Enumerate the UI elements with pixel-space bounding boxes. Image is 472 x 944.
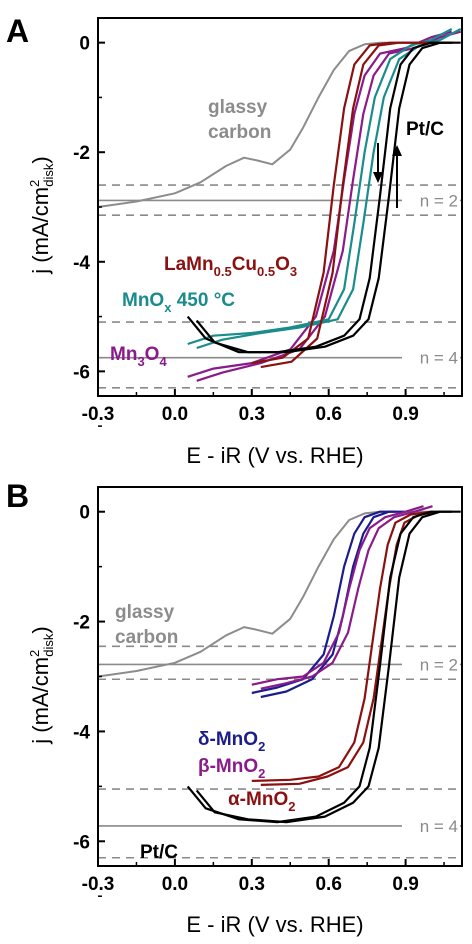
y-tick-label: 0 <box>79 34 90 55</box>
panel-a-series <box>97 28 462 382</box>
x-tick-label: 0.9 <box>392 404 418 425</box>
series-line-return-scan <box>260 505 433 690</box>
panel-a-x-tick-labels: -0.3 0.0 0.3 0.6 0.9 <box>82 404 419 425</box>
series-line <box>251 510 396 695</box>
panel-b-y-tick-labels: 0 -2 -4 -6 <box>73 503 90 854</box>
x-tick-label: 0.3 <box>239 874 265 895</box>
label-alpha-mno2: α-MnO2 <box>228 789 295 814</box>
x-tick-label: 0.3 <box>239 404 265 425</box>
y-label-end: ) <box>28 156 53 163</box>
label-lamncuo3: LaMn0.5Cu0.5O3 <box>164 254 297 279</box>
y-label-main: j (mA/cm <box>28 187 53 275</box>
y-tick-label: 0 <box>79 503 90 524</box>
reference-line-label: n = 2 <box>420 191 458 210</box>
y-tick-label: -6 <box>73 362 90 383</box>
series-line-return-scan <box>195 41 461 354</box>
y-label-end: ) <box>28 626 53 633</box>
x-tick-label: -0.3 <box>82 874 115 895</box>
x-tick-label: -0.3 <box>82 404 115 425</box>
panel-a-y-axis-label: j (mA/cm2disk) <box>27 156 56 274</box>
label-pt-c: Pt/C <box>406 119 444 140</box>
series-line-return-scan <box>195 510 461 824</box>
y-tick-label: -2 <box>73 143 90 164</box>
y-label-sub: disk <box>41 163 56 187</box>
x-tick-label: 0.6 <box>315 404 341 425</box>
panel-a-x-axis-label: E - iR (V vs. RHE) <box>186 443 363 468</box>
panel-b: B n = 2 n = 4 -0.3 0.0 0.3 0.6 0.9 0 -2 -… <box>6 478 463 937</box>
panel-a: A n = 2 n = 4 -0.3 0.0 0.3 0.6 0.9 0 -2 -… <box>6 13 463 468</box>
label-mn3o4: Mn3O4 <box>110 344 167 369</box>
y-label-sup: 2 <box>27 180 42 187</box>
panel-a-reference-lines: n = 2 n = 4 <box>98 184 462 389</box>
series-line-return-scan <box>260 510 441 786</box>
y-tick-label: -2 <box>73 613 90 634</box>
x-tick-label: 0.6 <box>315 874 341 895</box>
scan-direction-arrows <box>373 143 402 208</box>
panel-b-x-tick-labels: -0.3 0.0 0.3 0.6 0.9 <box>82 874 419 895</box>
reference-label-bg <box>402 346 460 369</box>
y-label-sup: 2 <box>27 650 42 657</box>
panel-a-letter: A <box>6 13 29 49</box>
label-glassy-carbon-line2: carbon <box>208 122 271 143</box>
label-pt-c: Pt/C <box>140 842 178 863</box>
series-line <box>97 41 452 208</box>
label-delta-mno2: δ-MnO2 <box>198 729 265 754</box>
reference-line-label: n = 4 <box>420 349 458 368</box>
label-mnox-450c: MnOx 450 °C <box>122 290 235 315</box>
panel-b-reference-lines: n = 2 n = 4 <box>98 645 462 859</box>
y-label-sub: disk <box>41 633 56 657</box>
y-label-main: j (mA/cm <box>28 657 53 745</box>
reference-label-bg <box>402 814 460 837</box>
series-line-return-scan <box>260 41 454 369</box>
panel-b-y-axis-label: j (mA/cm2disk) <box>27 626 56 744</box>
y-tick-label: -4 <box>73 253 90 274</box>
panel-b-series <box>97 505 461 824</box>
y-tick-label: -6 <box>73 832 90 853</box>
panel-a-ticks <box>97 41 445 427</box>
series-line <box>251 505 424 686</box>
reference-line-label: n = 4 <box>420 817 458 836</box>
panel-b-letter: B <box>6 478 29 514</box>
reference-label-bg <box>402 189 460 212</box>
x-tick-label: 0.0 <box>162 404 188 425</box>
label-glassy-carbon-line1: glassy <box>208 97 268 118</box>
series-line <box>251 510 432 782</box>
panel-b-x-axis-label: E - iR (V vs. RHE) <box>186 912 363 937</box>
y-tick-label: -4 <box>73 722 90 743</box>
panel-b-ticks <box>97 510 445 897</box>
series-line <box>97 510 452 678</box>
panel-a-y-tick-labels: 0 -2 -4 -6 <box>73 34 90 384</box>
x-tick-label: 0.9 <box>392 874 418 895</box>
label-beta-mno2: β-MnO2 <box>198 756 265 781</box>
series-line <box>187 28 453 346</box>
reference-line-label: n = 2 <box>420 655 458 674</box>
x-tick-label: 0.0 <box>162 874 188 895</box>
label-glassy-carbon-line1: glassy <box>115 602 175 623</box>
reference-label-bg <box>402 653 460 676</box>
label-glassy-carbon-line2: carbon <box>115 627 178 648</box>
